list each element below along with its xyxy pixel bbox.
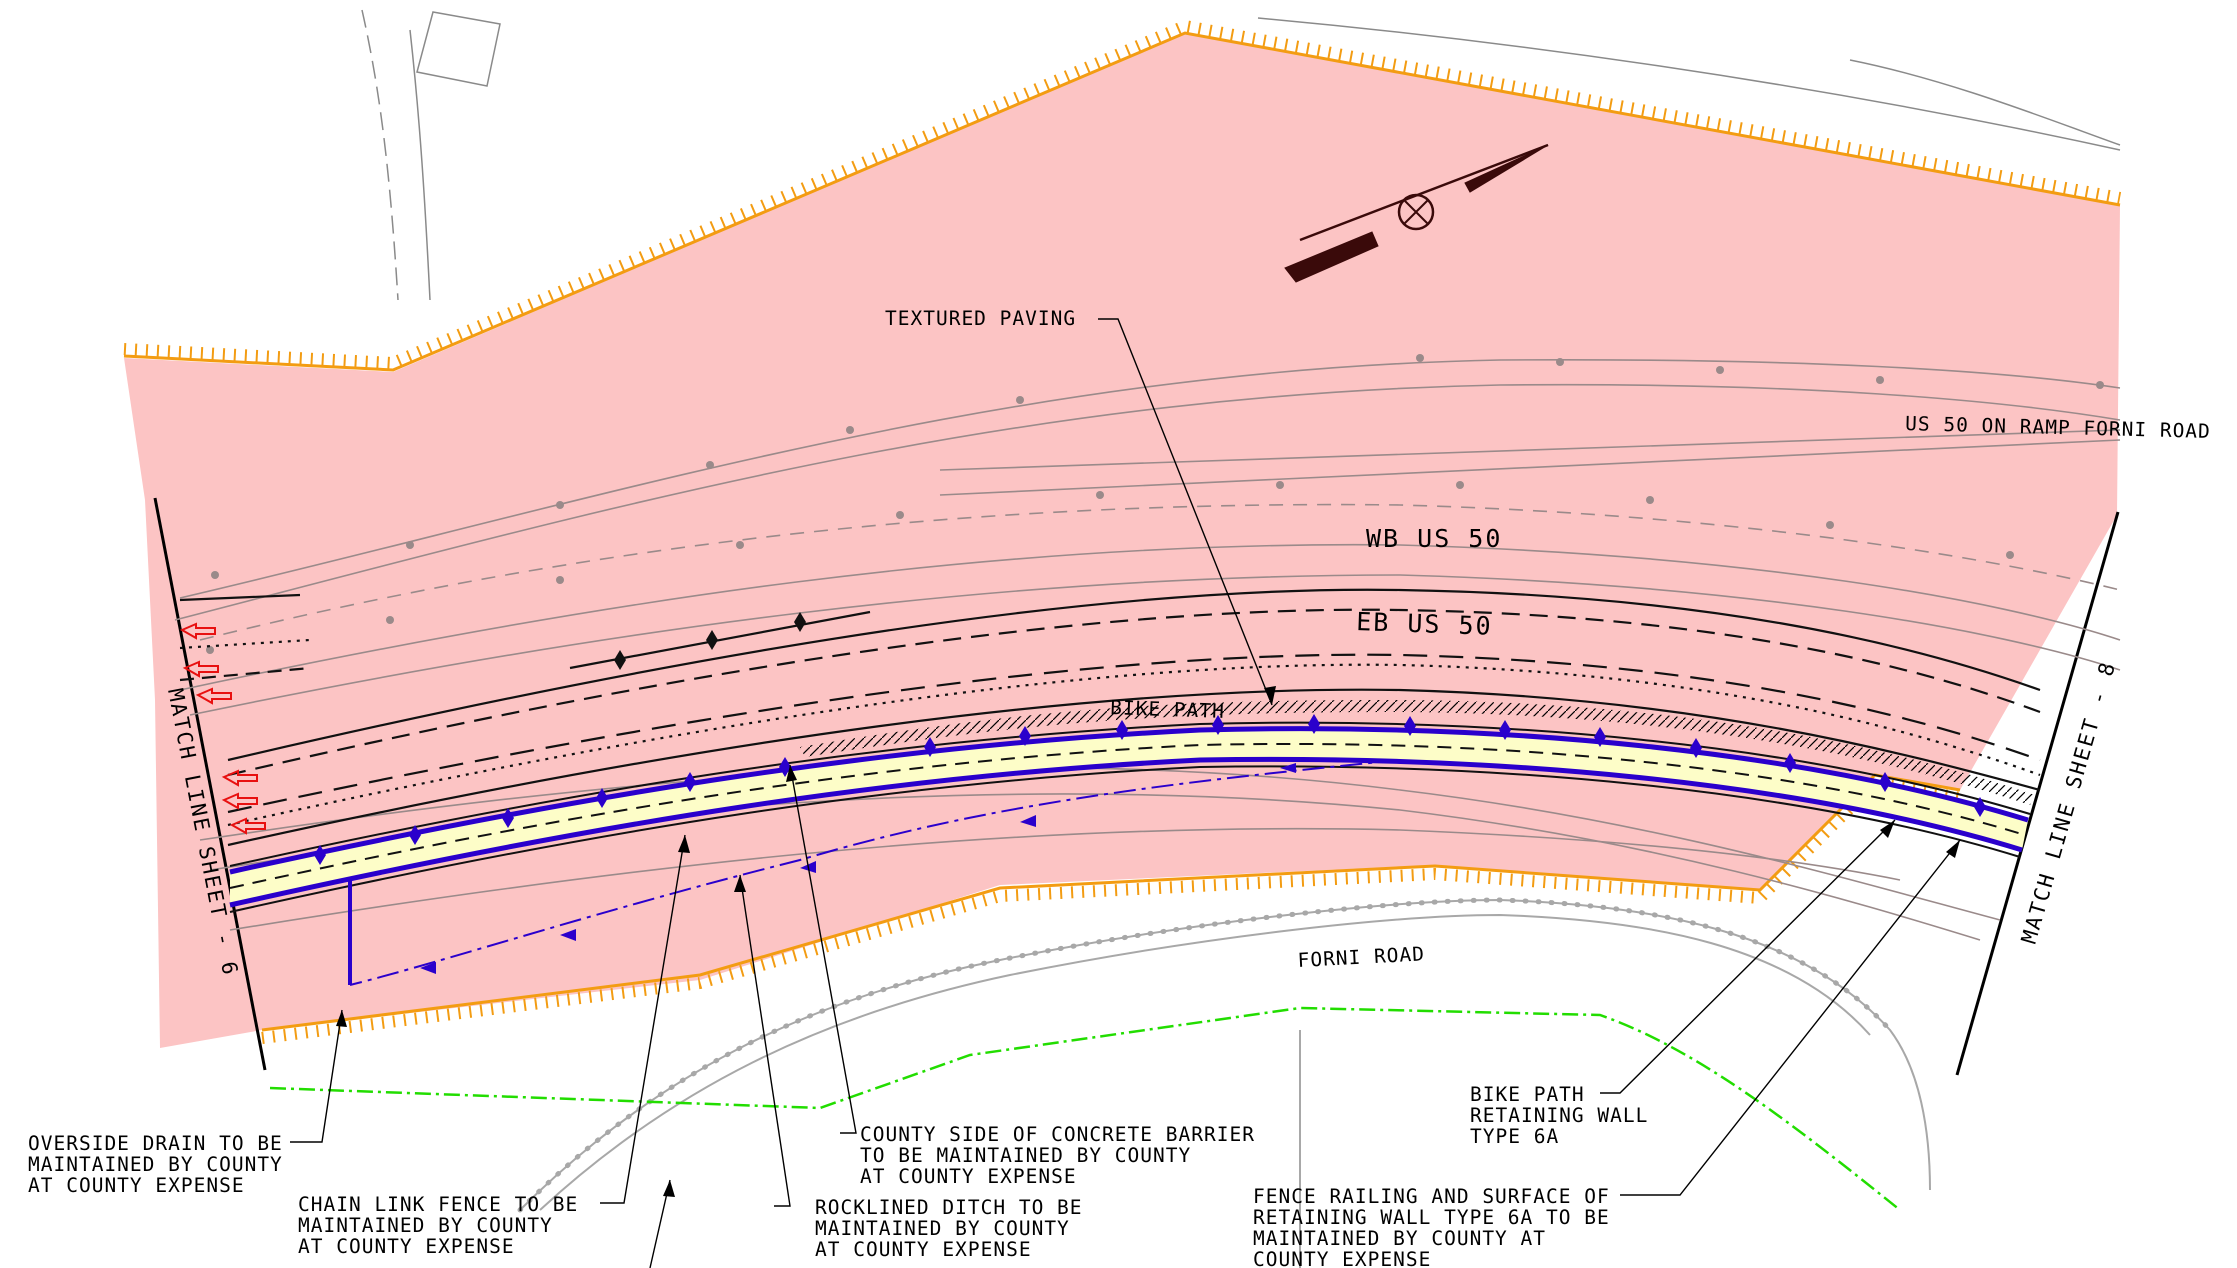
svg-text:AT COUNTY EXPENSE: AT COUNTY EXPENSE [28, 1174, 245, 1197]
svg-text:ROCKLINED DITCH TO BE: ROCKLINED DITCH TO BE [815, 1196, 1083, 1219]
svg-text:RETAINING WALL: RETAINING WALL [1470, 1104, 1648, 1127]
match-lines [153, 497, 2120, 1076]
svg-text:COUNTY SIDE OF CONCRETE BARRIE: COUNTY SIDE OF CONCRETE BARRIER [860, 1123, 1255, 1146]
svg-text:AT COUNTY EXPENSE: AT COUNTY EXPENSE [815, 1238, 1032, 1261]
label-textured-paving: TEXTURED PAVING [885, 307, 1076, 330]
svg-text:CHAIN LINK FENCE TO BE: CHAIN LINK FENCE TO BE [298, 1193, 578, 1216]
callout-overside-drain: OVERSIDE DRAIN TO BE MAINTAINED BY COUNT… [28, 1132, 283, 1197]
callout-county-barrier: COUNTY SIDE OF CONCRETE BARRIER TO BE MA… [860, 1123, 1255, 1188]
ditch-arrows [420, 763, 1296, 974]
svg-text:TO BE MAINTAINED BY COUNTY: TO BE MAINTAINED BY COUNTY [860, 1144, 1191, 1167]
svg-text:MAINTAINED BY COUNTY: MAINTAINED BY COUNTY [815, 1217, 1070, 1240]
svg-text:AT COUNTY EXPENSE: AT COUNTY EXPENSE [860, 1165, 1077, 1188]
callout-fence-railing: FENCE RAILING AND SURFACE OF RETAINING W… [1253, 1185, 1610, 1268]
red-direction-arrows [179, 622, 266, 835]
north-arrow-icon [1284, 143, 1549, 283]
label-bike-path: BIKE PATH [1110, 696, 1225, 723]
textured-paving-strip [800, 700, 2035, 805]
barrier-diamonds [614, 612, 806, 670]
forni-road-linework [517, 897, 1931, 1268]
svg-text:TYPE 6A: TYPE 6A [1470, 1125, 1559, 1148]
callout-retaining-wall: BIKE PATH RETAINING WALL TYPE 6A [1470, 1083, 1648, 1148]
leader-arrowheads [336, 686, 1960, 1197]
green-boundary-line [269, 1006, 1901, 1211]
leader-lines [290, 318, 1961, 1268]
survey-points [206, 354, 2104, 654]
highway-lanes [179, 588, 2041, 847]
svg-text:MAINTAINED BY COUNTY: MAINTAINED BY COUNTY [28, 1153, 283, 1176]
callout-rocklined-ditch: ROCKLINED DITCH TO BE MAINTAINED BY COUN… [815, 1196, 1083, 1261]
svg-text:MAINTAINED BY COUNTY AT: MAINTAINED BY COUNTY AT [1253, 1227, 1546, 1250]
svg-text:RETAINING WALL TYPE 6A TO BE: RETAINING WALL TYPE 6A TO BE [1253, 1206, 1610, 1229]
svg-text:BIKE PATH: BIKE PATH [1470, 1083, 1585, 1106]
label-wb-us50: WB US 50 [1366, 524, 1502, 553]
label-forni-road: FORNI ROAD [1297, 942, 1425, 972]
svg-text:FENCE RAILING AND SURFACE OF: FENCE RAILING AND SURFACE OF [1253, 1185, 1610, 1208]
match-line-sheet-8: MATCH LINE SHEET - 8 [2017, 658, 2121, 946]
bike-path-posts [314, 714, 1986, 865]
svg-text:MAINTAINED BY COUNTY: MAINTAINED BY COUNTY [298, 1214, 553, 1237]
bike-path-edges [229, 721, 2031, 913]
highway-linework [174, 358, 2121, 941]
rocklined-ditch [348, 759, 1401, 986]
background-linework [361, 9, 2121, 301]
callout-chain-link-fence: CHAIN LINK FENCE TO BE MAINTAINED BY COU… [298, 1193, 578, 1258]
svg-text:COUNTY EXPENSE: COUNTY EXPENSE [1253, 1248, 1431, 1268]
svg-text:OVERSIDE DRAIN TO BE: OVERSIDE DRAIN TO BE [28, 1132, 283, 1155]
svg-text:AT COUNTY EXPENSE: AT COUNTY EXPENSE [298, 1235, 515, 1258]
label-eb-us50: EB US 50 [1356, 607, 1493, 641]
